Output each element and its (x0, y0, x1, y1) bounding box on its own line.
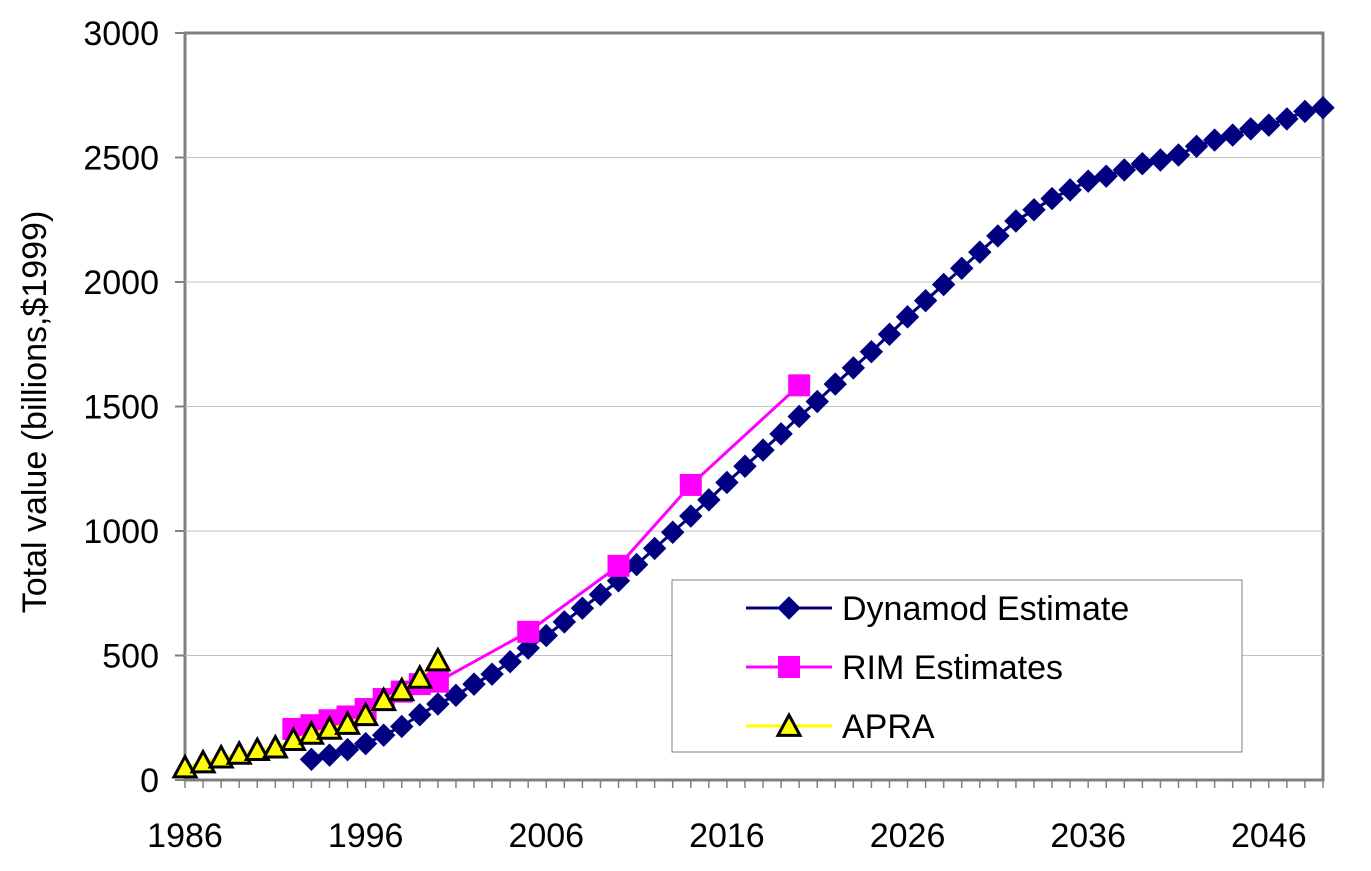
x-tick-label: 2046 (1231, 817, 1307, 855)
square-marker (607, 554, 630, 577)
diamond-marker (859, 340, 884, 364)
x-tick-label: 1996 (328, 817, 404, 855)
series-dynamod-estimate (299, 95, 1335, 772)
legend: Dynamod Estimate RIM Estimates APRA (671, 579, 1243, 753)
x-tick-label: 1986 (147, 817, 223, 855)
diamond-marker (968, 240, 992, 264)
y-axis: 0 500 1000 1500 2000 2500 3000 (83, 15, 185, 800)
triangle-marker (406, 663, 434, 689)
legend-label: Dynamod Estimate (842, 590, 1129, 628)
diamond-marker (1275, 107, 1299, 131)
y-tick-label: 3000 (83, 15, 159, 53)
diamond-marker (353, 731, 378, 756)
diamond-marker (1257, 113, 1281, 137)
diamond-marker (1112, 158, 1137, 182)
y-axis-title: Total value (billions,$1999) (16, 211, 54, 614)
diamond-marker (913, 288, 938, 313)
diamond-marker (390, 714, 414, 739)
diamond-marker (1076, 169, 1100, 193)
diamond-marker (1094, 164, 1118, 188)
x-axis: 1986 1996 2006 2016 2026 2036 2046 (147, 780, 1324, 855)
diamond-marker (371, 723, 396, 747)
diamond-marker (787, 404, 811, 429)
triangle-marker (352, 701, 380, 727)
diamond-marker (1220, 123, 1245, 147)
diamond-marker (1004, 209, 1028, 233)
legend-item: APRA (746, 708, 935, 746)
legend-label: APRA (842, 708, 935, 746)
diamond-marker (1040, 186, 1064, 211)
square-marker (426, 670, 449, 693)
diamond-marker (895, 305, 920, 329)
diamond-marker (335, 737, 360, 762)
triangle-marker (261, 733, 289, 759)
diamond-marker (498, 650, 522, 674)
diamond-marker (733, 454, 757, 478)
diamond-marker (1022, 198, 1046, 222)
y-tick-label: 1500 (83, 389, 159, 427)
legend-label: RIM Estimates (842, 649, 1063, 687)
diamond-marker (679, 504, 703, 528)
diamond-marker (661, 520, 685, 544)
diamond-marker (588, 582, 613, 607)
diamond-marker (480, 662, 504, 686)
diamond-marker (697, 488, 721, 512)
y-tick-label: 2500 (83, 140, 159, 178)
triangle-marker (388, 676, 416, 702)
triangle-marker (334, 709, 362, 735)
diamond-marker (408, 703, 432, 727)
series-apra (171, 646, 452, 779)
diamond-marker (1202, 128, 1227, 152)
legend-item: Dynamod Estimate (746, 590, 1129, 628)
diamond-marker (1184, 134, 1209, 159)
square-marker (778, 656, 800, 678)
legend-item: RIM Estimates (746, 649, 1063, 687)
diamond-marker (642, 536, 667, 561)
diamond-marker (931, 272, 956, 297)
triangle-marker (424, 646, 452, 672)
diamond-marker (769, 422, 793, 446)
diamond-marker (1166, 143, 1191, 167)
diamond-marker (805, 389, 829, 414)
diamond-marker (317, 743, 342, 767)
diamond-marker (986, 224, 1010, 248)
x-tick-label: 2016 (689, 817, 765, 855)
x-tick-label: 2026 (870, 817, 946, 855)
diamond-marker (877, 322, 902, 346)
diamond-marker (552, 610, 577, 634)
triangle-marker (207, 743, 235, 769)
square-marker (679, 473, 702, 496)
triangle-marker (243, 735, 271, 761)
square-marker (517, 620, 540, 643)
diamond-marker (715, 470, 739, 495)
y-tick-label: 1000 (83, 513, 159, 551)
diamond-marker (751, 438, 775, 462)
diamond-marker (823, 372, 847, 396)
y-tick-label: 0 (140, 762, 159, 800)
diamond-marker (841, 356, 866, 380)
diamond-marker (570, 596, 595, 620)
triangle-marker (225, 739, 253, 765)
diamond-marker (950, 256, 974, 281)
diamond-marker (777, 596, 801, 620)
series-layer (171, 95, 1335, 779)
diamond-marker (1058, 178, 1082, 202)
x-tick-label: 2006 (508, 817, 584, 855)
x-tick-label: 2036 (1050, 817, 1126, 855)
diamond-marker (462, 672, 486, 696)
y-tick-label: 2000 (83, 264, 159, 302)
diamond-marker (1148, 148, 1173, 172)
diamond-marker (1311, 95, 1335, 120)
y-tick-label: 500 (102, 638, 159, 676)
square-marker (788, 374, 811, 397)
diamond-marker (426, 692, 450, 716)
triangle-marker (775, 711, 803, 737)
